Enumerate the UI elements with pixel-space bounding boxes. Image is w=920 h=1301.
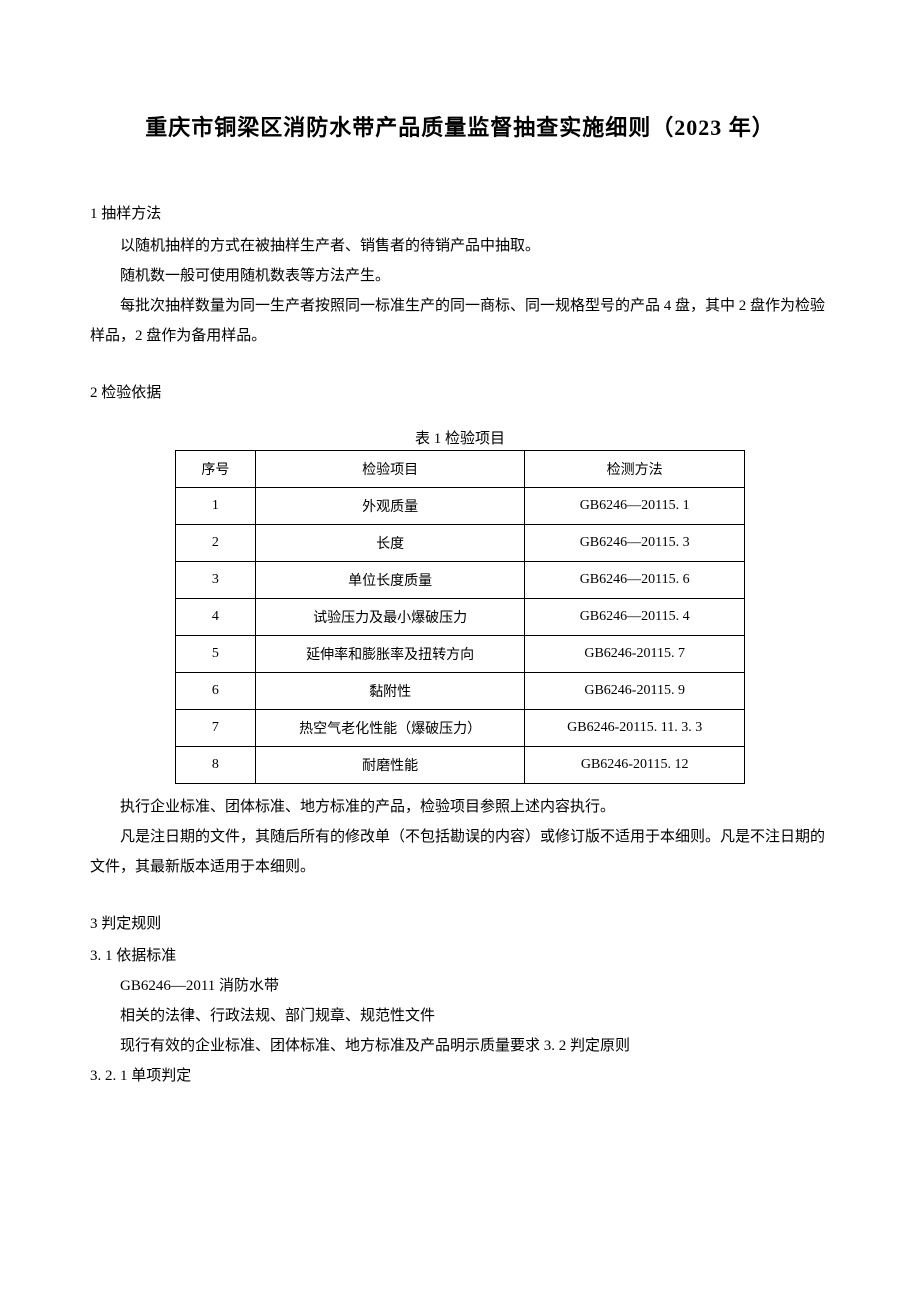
table-cell: 延伸率和膨胀率及扭转方向 [255, 636, 524, 673]
table-header-cell: 检测方法 [525, 451, 745, 488]
table-row: 6黏附性GB6246-20115. 9 [176, 673, 745, 710]
table-cell: 2 [176, 525, 256, 562]
section-3-sub-1: 3. 1 依据标准 [90, 941, 830, 971]
table-cell: GB6246—20115. 3 [525, 525, 745, 562]
table-cell: GB6246-20115. 7 [525, 636, 745, 673]
section-2-after-table-2: 凡是注日期的文件，其随后所有的修改单（不包括勘误的内容）或修订版不适用于本细则。… [90, 822, 830, 882]
section-3-paragraph-2: 相关的法律、行政法规、部门规章、规范性文件 [90, 1001, 830, 1031]
table-cell: 4 [176, 599, 256, 636]
table-row: 5延伸率和膨胀率及扭转方向GB6246-20115. 7 [176, 636, 745, 673]
table-cell: 1 [176, 488, 256, 525]
section-2-after-table-1: 执行企业标准、团体标准、地方标准的产品，检验项目参照上述内容执行。 [90, 792, 830, 822]
table-row: 1外观质量GB6246—20115. 1 [176, 488, 745, 525]
section-3-sub-2: 3. 2. 1 单项判定 [90, 1061, 830, 1091]
table-cell: GB6246—20115. 6 [525, 562, 745, 599]
section-1-heading: 1 抽样方法 [90, 202, 830, 223]
table-cell: 6 [176, 673, 256, 710]
section-3-paragraph-1: GB6246—2011 消防水带 [90, 971, 830, 1001]
table-cell: GB6246—20115. 1 [525, 488, 745, 525]
table-cell: 试验压力及最小爆破压力 [255, 599, 524, 636]
table-cell: 3 [176, 562, 256, 599]
section-1-paragraph-1: 以随机抽样的方式在被抽样生产者、销售者的待销产品中抽取。 [90, 231, 830, 261]
table-caption: 表 1 检验项目 [90, 427, 830, 448]
section-1-paragraph-3: 每批次抽样数量为同一生产者按照同一标准生产的同一商标、同一规格型号的产品 4 盘… [90, 291, 830, 351]
table-cell: GB6246-20115. 11. 3. 3 [525, 710, 745, 747]
table-cell: GB6246—20115. 4 [525, 599, 745, 636]
table-row: 8耐磨性能GB6246-20115. 12 [176, 747, 745, 784]
table-header-cell: 检验项目 [255, 451, 524, 488]
table-cell: 黏附性 [255, 673, 524, 710]
table-cell: 单位长度质量 [255, 562, 524, 599]
table-cell: 8 [176, 747, 256, 784]
table-cell: 外观质量 [255, 488, 524, 525]
section-3-paragraph-3: 现行有效的企业标准、团体标准、地方标准及产品明示质量要求 3. 2 判定原则 [90, 1031, 830, 1061]
table-row: 3单位长度质量GB6246—20115. 6 [176, 562, 745, 599]
inspection-items-table: 序号 检验项目 检测方法 1外观质量GB6246—20115. 12长度GB62… [175, 450, 745, 784]
section-1-paragraph-2: 随机数一般可使用随机数表等方法产生。 [90, 261, 830, 291]
table-cell: 7 [176, 710, 256, 747]
table-row: 2长度GB6246—20115. 3 [176, 525, 745, 562]
section-3-heading: 3 判定规则 [90, 912, 830, 933]
table-cell: GB6246-20115. 12 [525, 747, 745, 784]
table-cell: 热空气老化性能（爆破压力） [255, 710, 524, 747]
table-row: 4试验压力及最小爆破压力GB6246—20115. 4 [176, 599, 745, 636]
section-2-heading: 2 检验依据 [90, 381, 830, 402]
table-cell: 耐磨性能 [255, 747, 524, 784]
table-header-cell: 序号 [176, 451, 256, 488]
table-cell: 5 [176, 636, 256, 673]
table-cell: GB6246-20115. 9 [525, 673, 745, 710]
table-header-row: 序号 检验项目 检测方法 [176, 451, 745, 488]
table-cell: 长度 [255, 525, 524, 562]
document-title: 重庆市铜梁区消防水带产品质量监督抽查实施细则（2023 年） [90, 110, 830, 142]
table-row: 7热空气老化性能（爆破压力）GB6246-20115. 11. 3. 3 [176, 710, 745, 747]
